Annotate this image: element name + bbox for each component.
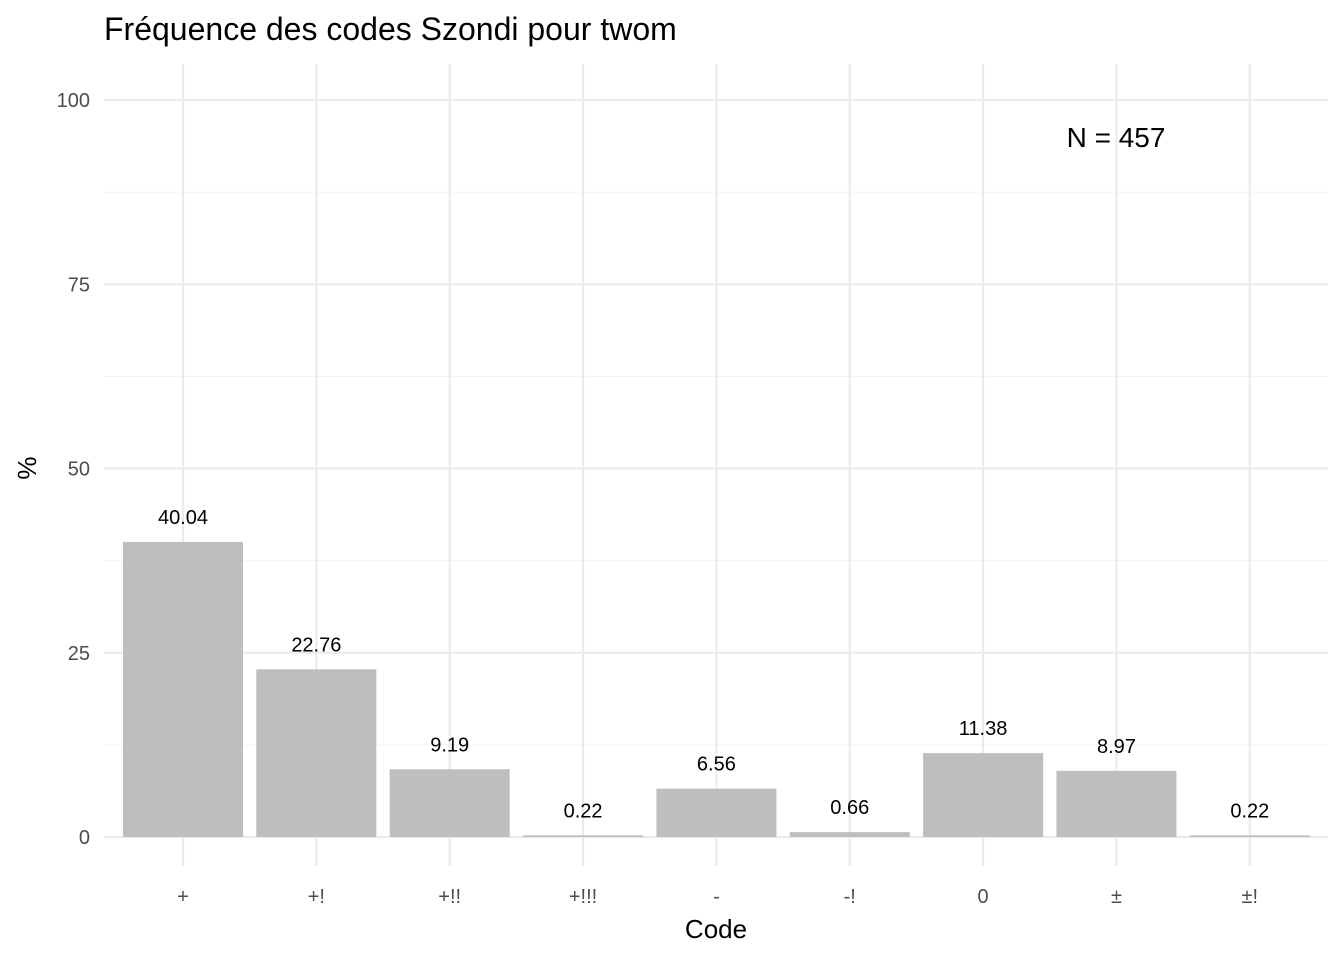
bar-value-label: 8.97	[1097, 736, 1136, 758]
bar	[656, 788, 777, 837]
x-axis-title: Code	[685, 914, 747, 944]
sample-size-annotation: N = 457	[1067, 122, 1166, 153]
y-tick-label: 100	[57, 90, 90, 112]
y-tick-label: 25	[68, 643, 90, 665]
data-labels: 40.04 22.76 9.19 0.22 6.56 0.66 11.38 8.97 0.22	[158, 507, 1269, 822]
x-tick-label: +!	[308, 886, 325, 908]
bar-value-label: 0.22	[1230, 800, 1269, 822]
bar	[1189, 835, 1310, 837]
bars	[123, 541, 1310, 837]
bar	[123, 541, 243, 837]
bar	[523, 835, 644, 837]
x-axis-ticks: + +! +!! +!!! - -! 0 ± ±!	[177, 886, 1258, 908]
bar	[256, 669, 377, 837]
x-tick-label: ±!	[1242, 886, 1259, 908]
x-tick-label: ±	[1111, 886, 1122, 908]
y-axis-ticks: 0 25 50 75 100	[57, 90, 90, 849]
bar	[1056, 770, 1177, 837]
chart-title: Fréquence des codes Szondi pour twom	[104, 11, 677, 47]
bar-value-label: 40.04	[158, 507, 208, 529]
bar-value-label: 22.76	[291, 634, 341, 656]
x-tick-label: 0	[978, 886, 989, 908]
bar	[923, 753, 1044, 837]
bar-value-label: 11.38	[959, 718, 1008, 740]
y-tick-label: 0	[79, 827, 90, 849]
x-tick-label: -!	[844, 886, 856, 908]
y-tick-label: 75	[68, 274, 90, 296]
y-tick-label: 50	[68, 459, 90, 481]
bar-value-label: 0.22	[564, 800, 603, 822]
y-axis-title: %	[12, 456, 42, 479]
x-tick-label: +!!	[438, 886, 461, 908]
bar-value-label: 9.19	[430, 734, 469, 756]
x-tick-label: +!!!	[569, 886, 597, 908]
x-tick-label: -	[713, 886, 720, 908]
bar-value-label: 6.56	[697, 754, 736, 776]
bar	[789, 832, 910, 837]
bar	[389, 769, 510, 837]
bar-value-label: 0.66	[830, 797, 869, 819]
x-tick-label: +	[177, 886, 189, 908]
